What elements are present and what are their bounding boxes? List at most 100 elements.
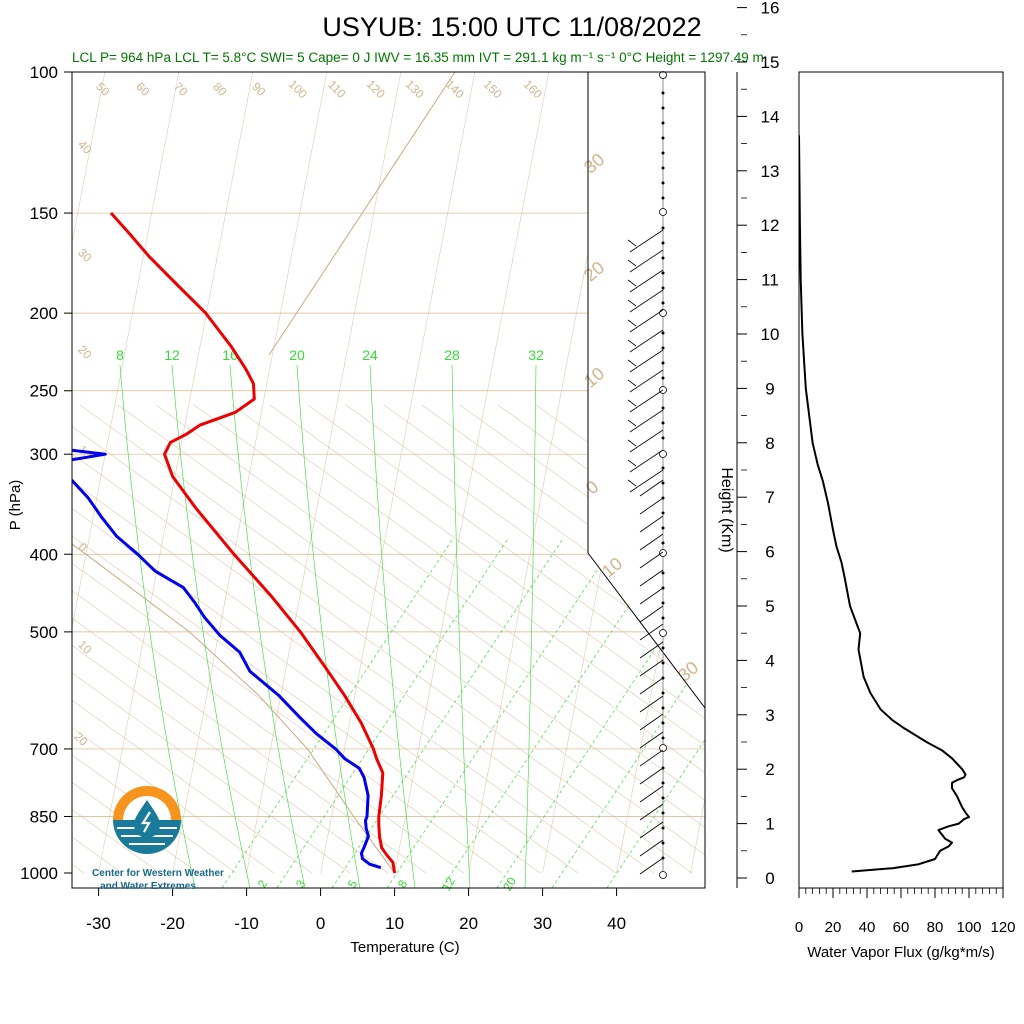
mixing-ratio-top-label: 28 — [444, 347, 460, 363]
wind-barb — [629, 389, 664, 413]
barb-flag — [627, 239, 637, 247]
chart-title: USYUB: 15:00 UTC 11/08/2022 — [322, 12, 701, 42]
dry-adiabat-line — [307, 404, 705, 692]
flux-x-tick-label: 20 — [825, 919, 842, 936]
calm-circle — [659, 629, 667, 637]
mixing-ratio-dashed — [331, 539, 563, 888]
barb-flag — [627, 299, 637, 307]
theta-label: 120 — [364, 77, 388, 101]
barb-point — [661, 571, 665, 575]
wind-barb — [629, 269, 664, 293]
wind-barb — [629, 409, 664, 433]
barb-flag — [627, 379, 637, 387]
mixing-ratio-dashed — [386, 539, 618, 888]
barb-point — [661, 601, 665, 605]
theta-label: 100 — [286, 77, 310, 101]
theta-label: 160 — [521, 77, 545, 101]
mixing-ratio-line — [451, 364, 471, 888]
barb-point — [661, 826, 665, 830]
mixing-ratio-line — [229, 364, 306, 888]
mixing-ratio-dashed — [221, 539, 453, 888]
dry-adiabat-line — [72, 699, 313, 874]
theta-label: 130 — [403, 77, 427, 101]
barb-point — [661, 616, 665, 620]
dry-adiabat-line — [72, 590, 465, 874]
dry-adiabat-line — [155, 404, 705, 801]
theta-label: 60 — [133, 79, 153, 99]
wind-barb — [629, 369, 664, 393]
dry-adiabat-line — [193, 404, 705, 774]
height-tick-label: 9 — [765, 379, 774, 398]
skew-t-ylabel: P (hPa) — [7, 480, 24, 531]
isotherm-line — [394, 72, 550, 874]
wind-barb — [639, 605, 664, 623]
barb-point — [661, 706, 665, 710]
wind-barb — [639, 695, 664, 713]
height-tick-label: 1 — [765, 815, 774, 834]
height-tick-label: 7 — [765, 488, 774, 507]
flux-x-tick-label: 80 — [927, 919, 944, 936]
barb-point — [661, 121, 665, 125]
barb-point — [661, 841, 665, 845]
logo-line-1: Center for Western Weather — [92, 868, 224, 879]
barb-point — [661, 136, 665, 140]
height-tick-label: 11 — [761, 271, 779, 290]
wind-barb — [639, 857, 664, 875]
calm-circle — [659, 871, 667, 879]
barb-point — [661, 481, 665, 485]
calm-circle — [659, 549, 667, 557]
dry-adiabat-line — [231, 404, 705, 746]
barb-point — [661, 661, 665, 665]
isotherm-line — [72, 72, 106, 245]
dry-adiabat-line — [72, 645, 389, 874]
temp-tick-label: 0 — [316, 914, 325, 933]
dry-adiabat-line — [72, 535, 541, 874]
theta-label: 90 — [249, 79, 269, 99]
wind-barb — [639, 641, 664, 659]
dry-adiabat-line — [269, 404, 705, 719]
barb-flag — [627, 359, 637, 367]
isotherm-line — [98, 72, 254, 874]
barb-flag — [627, 459, 637, 467]
wind-barb — [639, 479, 664, 497]
temp-tick-label: -10 — [234, 914, 259, 933]
logo-line-2: and Water Extremes — [100, 881, 196, 892]
calm-circle — [659, 309, 667, 317]
temp-tick-label: 20 — [459, 914, 478, 933]
barb-point — [661, 241, 665, 245]
isotherm-line — [320, 72, 476, 874]
theta-label: 150 — [481, 77, 505, 101]
dry-adiabat-line — [117, 404, 705, 829]
mixing-ratio-bottom-label: 12 — [439, 874, 458, 893]
barb-point — [661, 271, 665, 275]
flux-x-tick-label: 60 — [893, 919, 910, 936]
barb-point — [661, 736, 665, 740]
height-tick-label: 2 — [765, 760, 774, 779]
theta-label: 140 — [443, 77, 467, 101]
theta-label: 50 — [93, 79, 113, 99]
barb-flag — [627, 399, 637, 407]
height-tick-label: 15 — [761, 53, 780, 72]
wind-barb — [629, 229, 664, 253]
temp-tick-label: -30 — [86, 914, 111, 933]
wind-barb — [639, 551, 664, 569]
barb-point — [661, 646, 665, 650]
barb-flag — [627, 259, 637, 267]
barb-point — [661, 91, 665, 95]
height-tick-label: 12 — [761, 216, 780, 235]
wind-barb — [629, 289, 664, 313]
mixing-ratio-line — [119, 364, 196, 888]
temp-tick-label: 30 — [533, 914, 552, 933]
height-tick-label: 10 — [761, 325, 780, 344]
flux-x-tick-label: 0 — [795, 919, 803, 936]
isotherm-line — [690, 796, 705, 874]
barb-point — [661, 781, 665, 785]
wind-barb — [639, 839, 664, 857]
barb-flag — [627, 439, 637, 447]
dry-adiabat-line — [72, 563, 503, 874]
barb-point — [661, 286, 665, 290]
wind-barb — [639, 497, 664, 515]
pressure-tick-label: 1000 — [20, 864, 58, 883]
